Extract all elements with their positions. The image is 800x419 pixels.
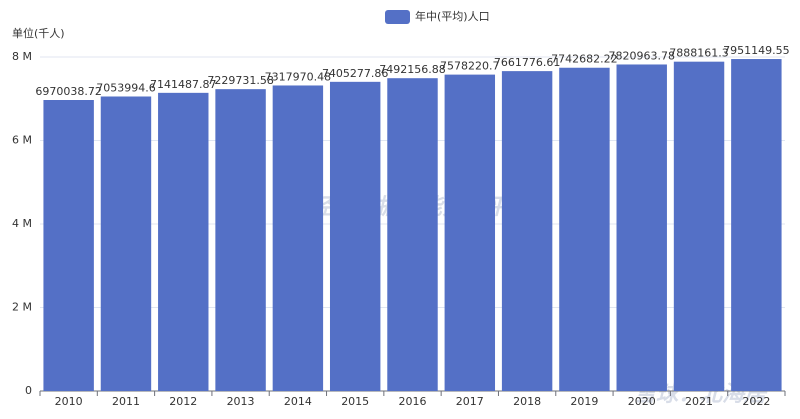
bar [501,71,553,392]
value-label: 6970038.72 [35,85,101,98]
x-tick-label: 2013 [227,395,255,408]
x-tick-label: 2016 [399,395,427,408]
value-label: 7820963.78 [608,49,674,62]
value-label: 7141487.87 [150,78,216,91]
x-tick-label: 2018 [513,395,541,408]
x-tick-label: 2014 [284,395,312,408]
y-tick-label: 4 M [12,217,32,230]
value-label: 7661776.61 [494,56,560,69]
bar [444,74,496,391]
value-label: 7951149.55 [723,44,789,57]
bar [100,96,152,391]
bar [215,89,266,392]
x-tick-label: 2015 [341,395,369,408]
x-tick-label: 2020 [628,395,656,408]
y-tick-label: 6 M [12,134,32,147]
bar [43,100,94,391]
bar [387,78,438,391]
x-tick-label: 2011 [112,395,140,408]
value-label: 7742682.22 [551,53,617,66]
y-tick-label: 8 M [12,50,32,63]
unit-label: 单位(千人) [12,26,65,40]
y-tick-label: 0 [25,384,32,397]
bar [731,59,782,392]
y-tick-label: 2 M [12,301,32,314]
x-tick-label: 2022 [742,395,770,408]
x-tick-label: 2017 [456,395,484,408]
value-label: 7317970.48 [265,70,331,83]
value-label: 7578220.7 [440,60,500,73]
x-tick-label: 2019 [570,395,598,408]
legend-label: 年中(平均)人口 [415,9,490,23]
x-tick-label: 2021 [685,395,713,408]
bar [673,61,725,392]
bar [616,64,667,391]
bar [329,81,381,391]
value-label: 7492156.88 [379,63,445,76]
bar [158,92,209,391]
bar [272,85,324,391]
bar [559,67,610,392]
x-tick-label: 2012 [169,395,197,408]
value-label: 7888161.3 [669,47,729,60]
x-tick-label: 2010 [55,395,83,408]
value-label: 7405277.86 [322,67,388,80]
value-label: 7053994.6 [96,81,156,94]
value-label: 7229731.58 [207,74,273,87]
legend-swatch [385,10,410,24]
